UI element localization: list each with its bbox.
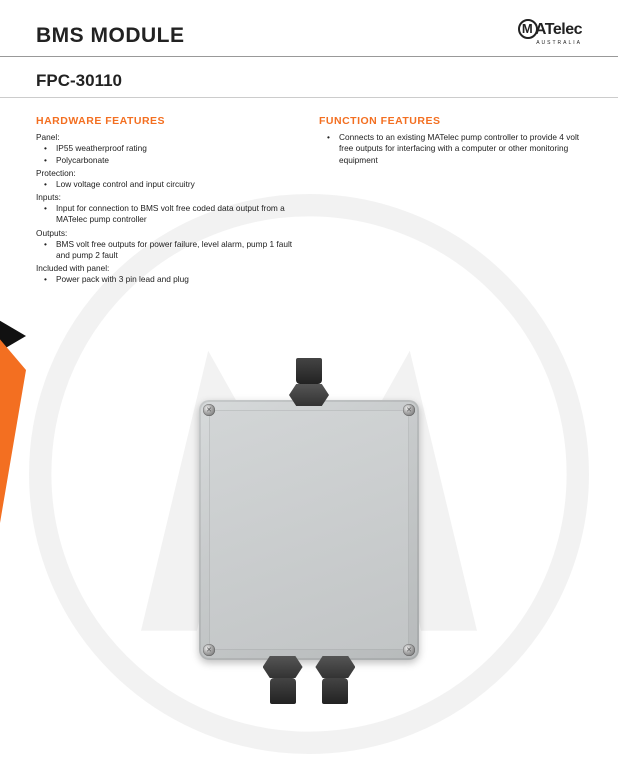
page-header: BMS MODULE ATelec AUSTRALIA	[0, 0, 618, 57]
enclosure-box-icon	[199, 400, 419, 660]
cable-gland-bottom-icon	[315, 656, 355, 704]
feature-columns: HARDWARE FEATURES Panel: IP55 weatherpro…	[0, 114, 618, 286]
feature-item: Input for connection to BMS volt free co…	[42, 203, 299, 225]
screw-icon	[403, 404, 415, 416]
group-label: Outputs:	[36, 228, 299, 239]
feature-item: BMS volt free outputs for power failure,…	[42, 239, 299, 261]
group-label: Panel:	[36, 132, 299, 143]
brand-logo: ATelec AUSTRALIA	[518, 20, 582, 46]
side-accent-orange-icon	[0, 330, 26, 570]
feature-list: Input for connection to BMS volt free co…	[36, 203, 299, 225]
cable-gland-top-icon	[289, 358, 329, 406]
hardware-heading: HARDWARE FEATURES	[36, 114, 299, 128]
feature-list: Power pack with 3 pin lead and plug	[36, 274, 299, 285]
feature-list: IP55 weatherproof rating Polycarbonate	[36, 143, 299, 165]
screw-icon	[203, 644, 215, 656]
datasheet-page: BMS MODULE ATelec AUSTRALIA FPC-30110 HA…	[0, 0, 618, 700]
product-image	[199, 400, 419, 660]
screw-icon	[403, 644, 415, 656]
logo-mark-icon	[518, 19, 538, 39]
feature-list: BMS volt free outputs for power failure,…	[36, 239, 299, 261]
group-label: Protection:	[36, 168, 299, 179]
brand-subtext: AUSTRALIA	[518, 40, 582, 46]
page-title: BMS MODULE	[36, 24, 185, 48]
function-heading: FUNCTION FEATURES	[319, 114, 582, 128]
screw-icon	[203, 404, 215, 416]
function-features-column: FUNCTION FEATURES Connects to an existin…	[319, 114, 582, 286]
feature-item: IP55 weatherproof rating	[42, 143, 299, 154]
feature-item: Power pack with 3 pin lead and plug	[42, 274, 299, 285]
feature-item: Polycarbonate	[42, 155, 299, 166]
brand-name: ATelec	[535, 21, 582, 38]
feature-item: Low voltage control and input circuitry	[42, 179, 299, 190]
group-label: Inputs:	[36, 192, 299, 203]
hardware-features-column: HARDWARE FEATURES Panel: IP55 weatherpro…	[36, 114, 299, 286]
feature-list: Connects to an existing MATelec pump con…	[319, 132, 582, 166]
feature-list: Low voltage control and input circuitry	[36, 179, 299, 190]
feature-item: Connects to an existing MATelec pump con…	[325, 132, 582, 166]
model-row: FPC-30110	[0, 71, 618, 98]
group-label: Included with panel:	[36, 263, 299, 274]
model-number: FPC-30110	[36, 71, 582, 91]
cable-gland-bottom-icon	[263, 656, 303, 704]
